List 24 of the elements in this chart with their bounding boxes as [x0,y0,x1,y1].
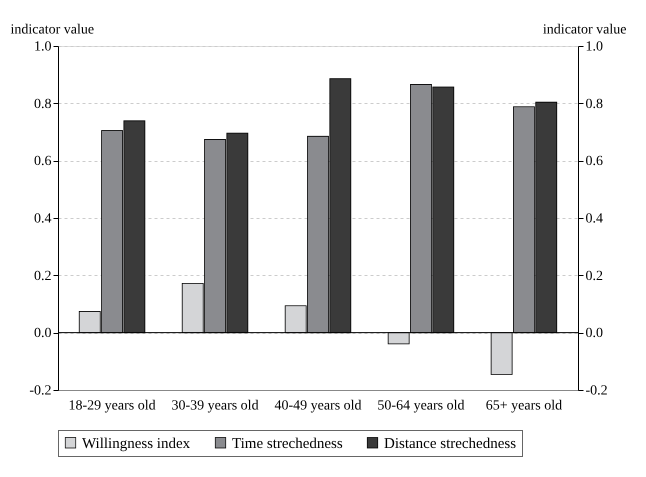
y-tick-label: 0.8 [34,96,52,112]
y-tick-label: 0.2 [34,268,52,284]
y-tick-label: 1.0 [34,40,52,54]
y2-tick-label: 0.0 [586,326,603,342]
y-tick-label: 0.4 [34,212,52,226]
y-tick-label: 0.6 [34,154,52,170]
y2-tick-label: 0.6 [586,154,603,170]
y2-tick-label: 0.4 [586,212,603,226]
x-tick-label: 65+ years old [486,398,562,414]
y2-tick-label: 0.8 [586,96,603,112]
legend-label: Willingness index [82,436,191,452]
x-tick-label: 50-64 years old [377,398,465,414]
y-axis-title: indicator value [10,22,94,38]
y2-axis-title: indicator value [542,22,626,38]
y2-tick-label: 1.0 [586,40,603,54]
y-tick-label: -0.2 [29,384,52,398]
x-tick-label: 30-39 years old [171,398,259,414]
legend-label: Distance strechedness [384,436,516,452]
y-tick-label: 0.0 [34,326,52,342]
y2-tick-label: -0.2 [586,384,608,398]
x-tick-label: 40-49 years old [274,398,362,414]
legend-label: Time strechedness [232,436,343,452]
y2-tick-label: 0.2 [586,268,603,284]
x-tick-label: 18-29 years old [68,398,156,414]
